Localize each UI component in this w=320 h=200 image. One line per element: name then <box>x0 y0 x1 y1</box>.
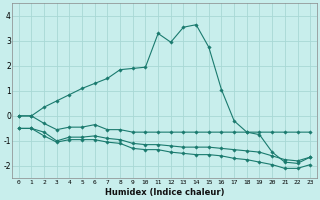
X-axis label: Humidex (Indice chaleur): Humidex (Indice chaleur) <box>105 188 224 197</box>
